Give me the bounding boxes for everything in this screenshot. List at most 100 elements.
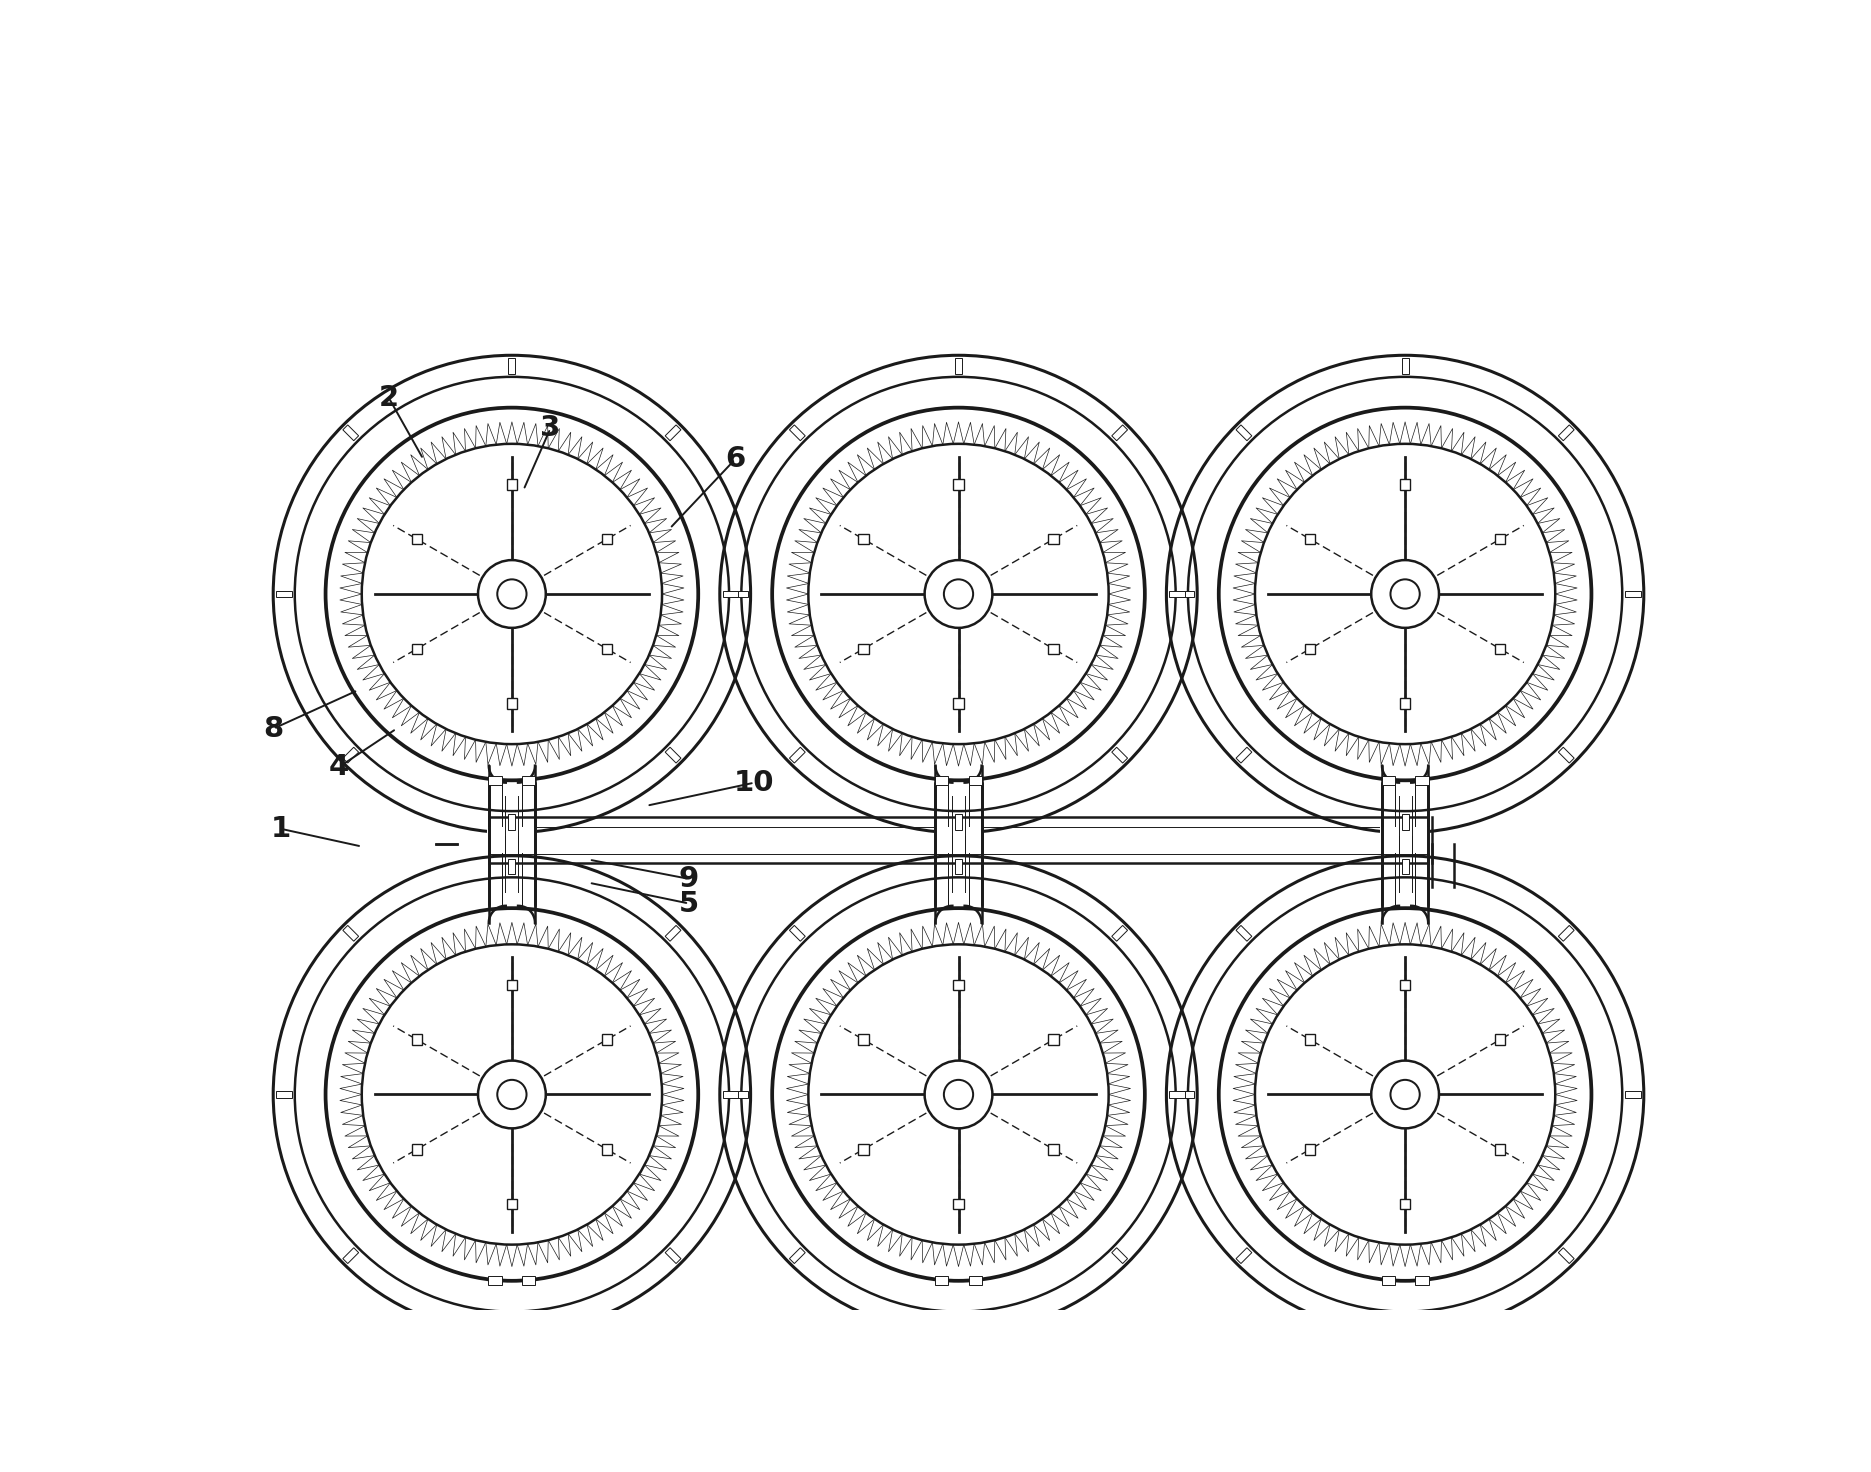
Bar bbox=[1111, 1248, 1128, 1263]
Bar bbox=[722, 1091, 739, 1098]
Bar bbox=[1495, 1144, 1506, 1154]
Text: 10: 10 bbox=[733, 768, 775, 796]
Bar bbox=[1401, 358, 1409, 374]
Bar bbox=[1048, 534, 1059, 545]
Bar bbox=[790, 1248, 805, 1263]
Circle shape bbox=[943, 580, 973, 608]
Bar bbox=[936, 776, 949, 785]
Bar bbox=[1401, 1314, 1409, 1331]
Bar bbox=[1169, 1091, 1184, 1098]
Circle shape bbox=[273, 355, 750, 833]
Text: 9: 9 bbox=[679, 866, 700, 894]
Bar bbox=[1559, 748, 1574, 762]
Circle shape bbox=[477, 1061, 546, 1129]
Bar bbox=[412, 1144, 423, 1154]
Bar bbox=[1304, 534, 1315, 545]
Bar bbox=[666, 926, 681, 941]
Bar bbox=[934, 827, 982, 854]
Bar bbox=[1179, 1091, 1194, 1098]
Bar bbox=[1559, 926, 1574, 941]
Bar bbox=[1304, 643, 1315, 654]
Bar bbox=[1048, 1035, 1059, 1045]
Bar bbox=[1400, 698, 1411, 710]
Bar bbox=[969, 1276, 982, 1285]
Bar bbox=[954, 698, 964, 710]
Bar bbox=[969, 776, 982, 785]
Bar bbox=[1237, 926, 1252, 941]
Bar bbox=[1559, 425, 1574, 440]
Bar bbox=[522, 1276, 535, 1285]
Bar bbox=[954, 358, 962, 374]
Circle shape bbox=[498, 1080, 526, 1108]
Bar bbox=[666, 748, 681, 762]
Circle shape bbox=[720, 855, 1197, 1334]
Bar bbox=[954, 858, 962, 874]
Text: 5: 5 bbox=[679, 889, 700, 917]
Bar bbox=[602, 534, 612, 545]
Bar bbox=[1111, 748, 1128, 762]
Bar bbox=[1626, 1091, 1641, 1098]
Bar bbox=[1237, 748, 1252, 762]
Bar bbox=[722, 590, 739, 598]
Bar bbox=[954, 814, 962, 830]
Bar bbox=[342, 1248, 359, 1263]
Bar bbox=[954, 478, 964, 490]
Bar bbox=[1400, 478, 1411, 490]
Bar bbox=[1381, 1276, 1394, 1285]
Bar bbox=[1626, 590, 1641, 598]
Bar bbox=[790, 425, 805, 440]
Bar bbox=[507, 478, 516, 490]
Bar bbox=[859, 1144, 868, 1154]
Bar bbox=[1495, 534, 1506, 545]
Bar bbox=[1381, 776, 1394, 785]
Bar bbox=[954, 980, 964, 991]
Circle shape bbox=[477, 561, 546, 629]
Bar bbox=[342, 748, 359, 762]
Circle shape bbox=[924, 561, 992, 629]
Bar bbox=[509, 358, 515, 374]
Bar bbox=[522, 776, 535, 785]
Bar bbox=[1495, 1035, 1506, 1045]
Bar bbox=[1048, 1144, 1059, 1154]
Bar bbox=[1304, 1035, 1315, 1045]
Bar bbox=[488, 1276, 501, 1285]
Bar bbox=[509, 858, 515, 874]
Circle shape bbox=[924, 1061, 992, 1129]
Circle shape bbox=[498, 580, 526, 608]
Bar bbox=[507, 980, 516, 991]
Bar bbox=[509, 1314, 515, 1331]
Bar bbox=[954, 1314, 962, 1331]
Bar bbox=[412, 534, 423, 545]
Circle shape bbox=[1390, 580, 1420, 608]
Circle shape bbox=[1166, 355, 1645, 833]
Circle shape bbox=[1166, 855, 1645, 1334]
Circle shape bbox=[1390, 1080, 1420, 1108]
Bar bbox=[666, 1248, 681, 1263]
Bar bbox=[666, 425, 681, 440]
Bar bbox=[732, 590, 748, 598]
Bar bbox=[602, 1035, 612, 1045]
Text: 8: 8 bbox=[264, 715, 283, 743]
Text: 2: 2 bbox=[378, 384, 399, 412]
Bar bbox=[954, 1198, 964, 1210]
Bar bbox=[342, 425, 359, 440]
Bar bbox=[1381, 827, 1429, 854]
Text: 1: 1 bbox=[271, 815, 292, 843]
Bar bbox=[602, 1144, 612, 1154]
Bar bbox=[412, 643, 423, 654]
Circle shape bbox=[1371, 1061, 1439, 1129]
Bar bbox=[1416, 1276, 1429, 1285]
Bar bbox=[1179, 590, 1194, 598]
Bar bbox=[1559, 1248, 1574, 1263]
Bar bbox=[277, 1091, 292, 1098]
Bar bbox=[1400, 1198, 1411, 1210]
Bar bbox=[488, 776, 501, 785]
Bar bbox=[1401, 858, 1409, 874]
Circle shape bbox=[1371, 561, 1439, 629]
Text: 4: 4 bbox=[329, 754, 348, 782]
Bar bbox=[486, 827, 537, 854]
Circle shape bbox=[943, 1080, 973, 1108]
Bar bbox=[507, 698, 516, 710]
Bar bbox=[790, 748, 805, 762]
Bar bbox=[1401, 814, 1409, 830]
